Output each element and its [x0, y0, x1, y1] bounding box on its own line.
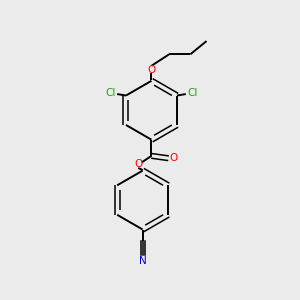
Text: N: N: [139, 256, 146, 266]
Text: O: O: [134, 159, 142, 169]
Text: Cl: Cl: [187, 88, 197, 98]
Text: Cl: Cl: [106, 88, 116, 98]
Text: O: O: [147, 64, 156, 75]
Text: O: O: [170, 153, 178, 163]
